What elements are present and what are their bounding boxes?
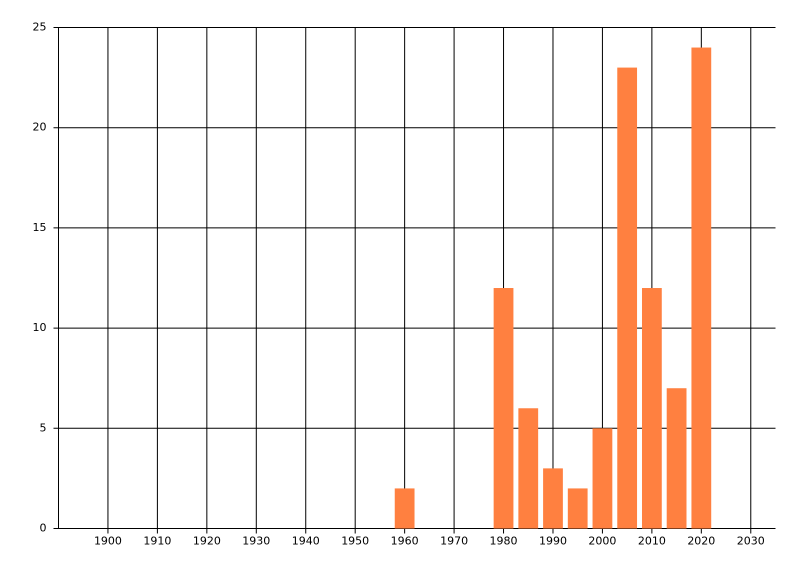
x-tick-label: 2010	[638, 535, 666, 548]
bar	[641, 288, 662, 529]
bar	[394, 488, 415, 529]
x-tick-label: 1930	[242, 535, 270, 548]
x-tick-label: 1910	[143, 535, 171, 548]
bar	[617, 67, 638, 529]
bar	[493, 288, 514, 529]
x-tick-label: 1900	[94, 535, 122, 548]
y-tick-label: 15	[33, 221, 47, 234]
x-tick-label: 1920	[193, 535, 221, 548]
y-tick-label: 10	[33, 321, 47, 334]
bar	[543, 468, 563, 529]
x-tick-label: 1960	[391, 535, 419, 548]
y-tick-label: 20	[33, 121, 47, 134]
x-tick-label: 1940	[292, 535, 320, 548]
x-tick-label: 2000	[588, 535, 616, 548]
x-tick-label: 1950	[341, 535, 369, 548]
y-tick-label: 25	[33, 21, 47, 34]
x-tick-label: 1990	[539, 535, 567, 548]
x-tick-label: 2020	[687, 535, 715, 548]
bar	[518, 408, 539, 529]
x-tick-label: 1980	[490, 535, 518, 548]
bar	[567, 488, 588, 529]
y-tick-label: 0	[40, 522, 47, 535]
bar	[666, 388, 687, 529]
x-tick-label: 2030	[737, 535, 765, 548]
x-tick-label: 1970	[440, 535, 468, 548]
bar	[592, 428, 613, 529]
bar	[691, 47, 712, 529]
y-tick-label: 5	[40, 421, 47, 434]
